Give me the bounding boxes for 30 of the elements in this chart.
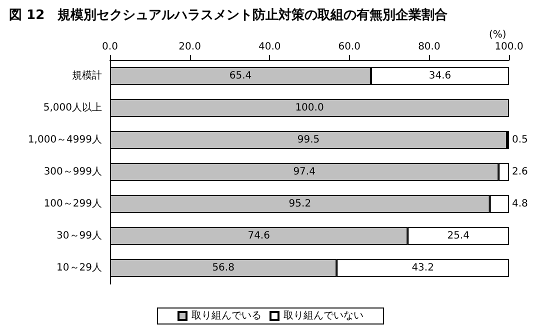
x-tick-label: 100.0	[494, 42, 524, 52]
y-tick-label: 規模計	[72, 70, 102, 82]
legend-label: 取り組んでいる	[192, 310, 262, 322]
data-label: 0.5	[512, 134, 528, 146]
chart-title: 図 12 規模別セクシュアルハラスメント防止対策の取組の有無別企業割合	[9, 7, 448, 23]
x-tick-label: 20.0	[178, 42, 201, 52]
data-label: 2.6	[512, 166, 528, 178]
data-label: 99.5	[297, 134, 320, 146]
x-tick-label: 60.0	[338, 42, 361, 52]
data-label: 100.0	[295, 102, 324, 114]
x-tick-label: 0.0	[102, 42, 118, 52]
x-tick-label: 80.0	[418, 42, 440, 52]
x-axis-title: (%)	[489, 30, 506, 40]
data-label: 43.2	[412, 262, 434, 274]
data-label: 4.8	[512, 198, 528, 210]
x-tick-label: 40.0	[258, 42, 281, 52]
data-label: 97.4	[293, 166, 316, 178]
y-tick-label: 5,000人以上	[43, 102, 102, 114]
legend-label: 取り組んでいない	[284, 310, 364, 322]
data-label: 34.6	[428, 70, 452, 82]
y-tick-label: 300～999人	[44, 166, 102, 178]
data-label: 74.6	[248, 230, 270, 242]
y-tick-label: 100～299人	[44, 198, 102, 210]
data-label: 65.4	[229, 70, 252, 82]
y-tick-label: 1,000～4999人	[28, 134, 102, 146]
y-tick-label: 30～99人	[56, 230, 102, 242]
data-label: 95.2	[288, 198, 312, 210]
data-label: 56.8	[212, 262, 234, 274]
data-label: 25.4	[447, 230, 470, 242]
y-tick-label: 10～29人	[56, 262, 102, 274]
